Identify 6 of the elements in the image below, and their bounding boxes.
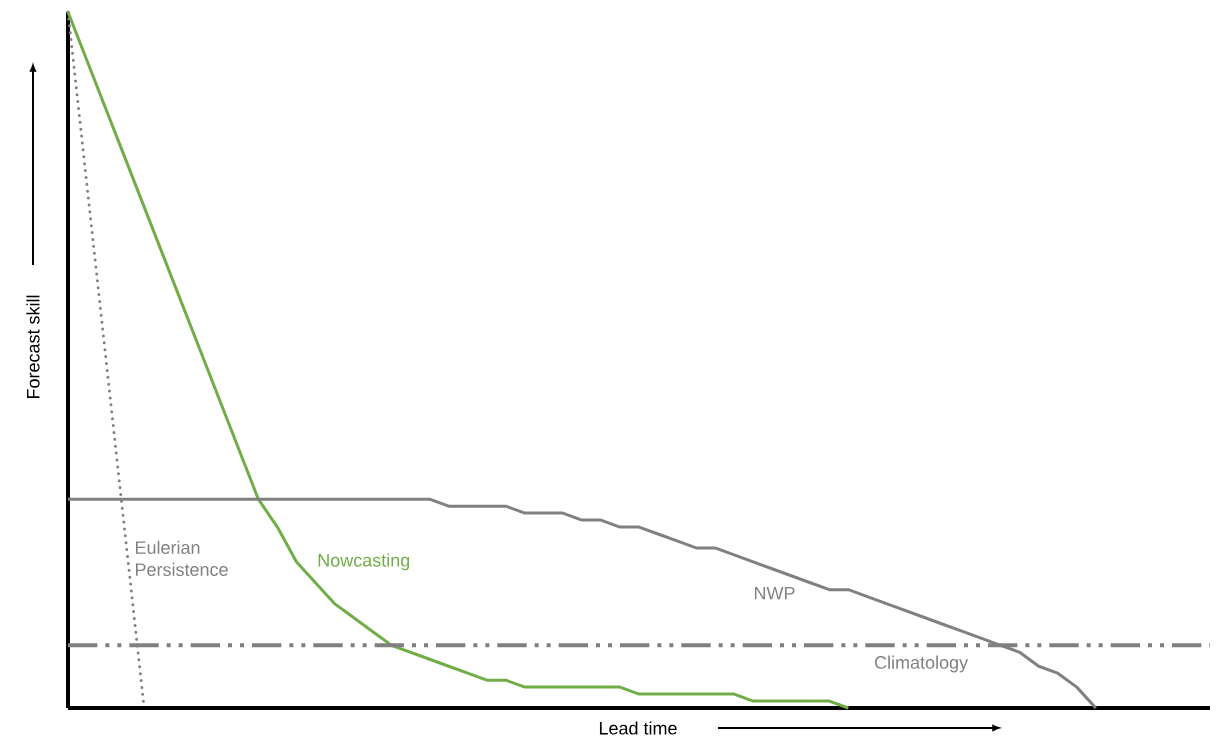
series-label: Eulerian Persistence [135, 540, 228, 576]
ref-line-label: Climatology [874, 655, 969, 673]
series-label: Nowcasting [318, 553, 410, 571]
y-axis-title: Forecast skill [26, 295, 40, 399]
series-label: NWP [754, 586, 795, 600]
x-axis-title: Lead time [599, 721, 677, 735]
